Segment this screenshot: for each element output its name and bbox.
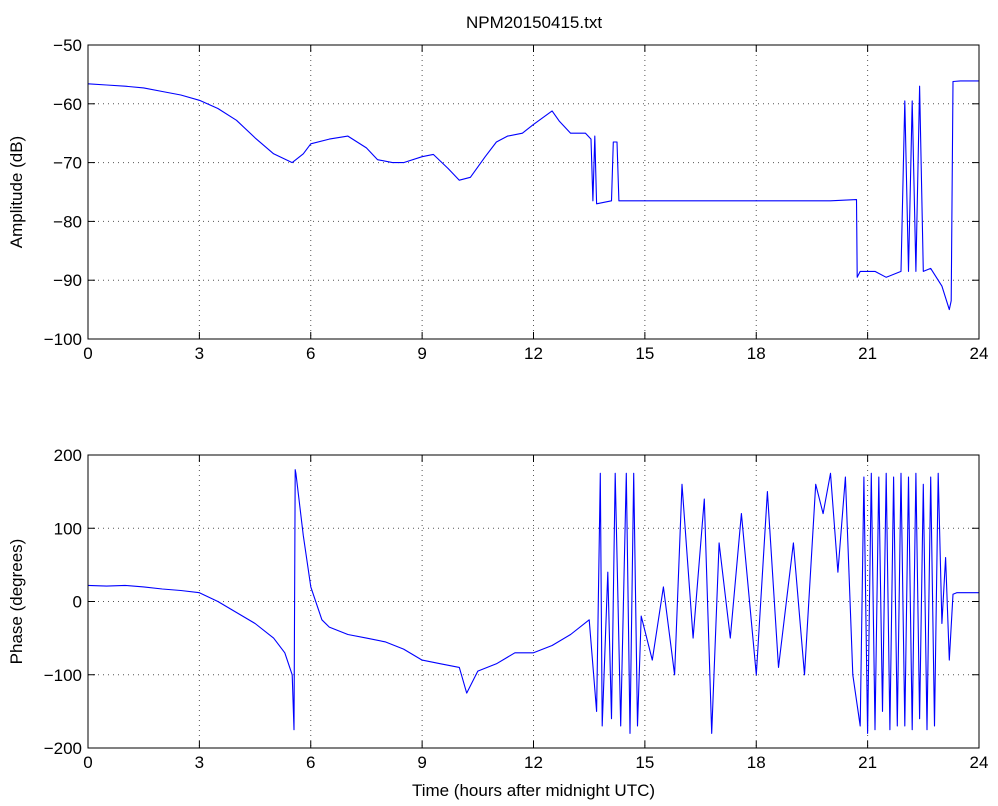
amplitude-x-tick-label: 15 bbox=[635, 344, 654, 363]
amplitude-x-tick-label: 12 bbox=[524, 344, 543, 363]
phase-ticks: 0 3 6 9 12 15 18 21 24 −200 −100 0 100 200 bbox=[44, 446, 989, 772]
phase-y-tick-label: 0 bbox=[73, 593, 82, 612]
amplitude-series-line bbox=[87, 80, 979, 311]
amplitude-x-tick-label: 21 bbox=[858, 344, 877, 363]
amplitude-x-tick-label: 18 bbox=[747, 344, 766, 363]
amplitude-x-tick-label: 3 bbox=[195, 344, 204, 363]
phase-series-line bbox=[87, 469, 979, 734]
phase-y-axis-label: Phase (degrees) bbox=[7, 539, 26, 665]
amplitude-trace bbox=[87, 80, 979, 311]
amplitude-y-tick-label: −50 bbox=[53, 36, 82, 55]
phase-y-tick-label: −100 bbox=[44, 666, 82, 685]
amplitude-ticks: 0 3 6 9 12 15 18 21 24 −100 −90 −80 −70 −60 −50 bbox=[44, 36, 989, 363]
amplitude-plot-frame bbox=[87, 44, 980, 340]
chart-title: NPM20150415.txt bbox=[466, 13, 602, 32]
amplitude-x-tick-label: 9 bbox=[417, 344, 426, 363]
phase-x-tick-label: 21 bbox=[858, 753, 877, 772]
amplitude-panel: 0 3 6 9 12 15 18 21 24 −100 −90 −80 −70 −60 −50 Amplit… bbox=[7, 36, 988, 363]
phase-x-tick-label: 18 bbox=[747, 753, 766, 772]
phase-y-tick-label: 200 bbox=[54, 446, 82, 465]
amplitude-x-tick-label: 24 bbox=[970, 344, 989, 363]
phase-x-tick-label: 12 bbox=[524, 753, 543, 772]
amplitude-y-tick-label: −80 bbox=[53, 212, 82, 231]
phase-x-tick-label: 6 bbox=[306, 753, 315, 772]
phase-trace bbox=[87, 469, 979, 734]
phase-grid bbox=[88, 455, 979, 748]
phase-x-tick-label: 9 bbox=[417, 753, 426, 772]
amplitude-grid bbox=[88, 45, 979, 339]
phase-x-tick-label: 3 bbox=[195, 753, 204, 772]
amplitude-y-tick-label: −60 bbox=[53, 95, 82, 114]
phase-x-tick-label: 15 bbox=[635, 753, 654, 772]
phase-y-tick-label: 100 bbox=[54, 519, 82, 538]
phase-x-tick-label: 0 bbox=[83, 753, 92, 772]
amplitude-y-tick-label: −70 bbox=[53, 154, 82, 173]
amplitude-x-tick-label: 6 bbox=[306, 344, 315, 363]
phase-y-tick-label: −200 bbox=[44, 739, 82, 758]
amplitude-y-tick-label: −90 bbox=[53, 271, 82, 290]
amplitude-x-tick-label: 0 bbox=[83, 344, 92, 363]
phase-x-tick-label: 24 bbox=[970, 753, 989, 772]
amplitude-y-tick-label: −100 bbox=[44, 330, 82, 349]
amplitude-y-axis-label: Amplitude (dB) bbox=[7, 136, 26, 248]
phase-x-axis-label: Time (hours after midnight UTC) bbox=[412, 781, 655, 800]
phase-panel: 0 3 6 9 12 15 18 21 24 −200 −100 0 100 200 Phase (deg… bbox=[7, 446, 988, 800]
